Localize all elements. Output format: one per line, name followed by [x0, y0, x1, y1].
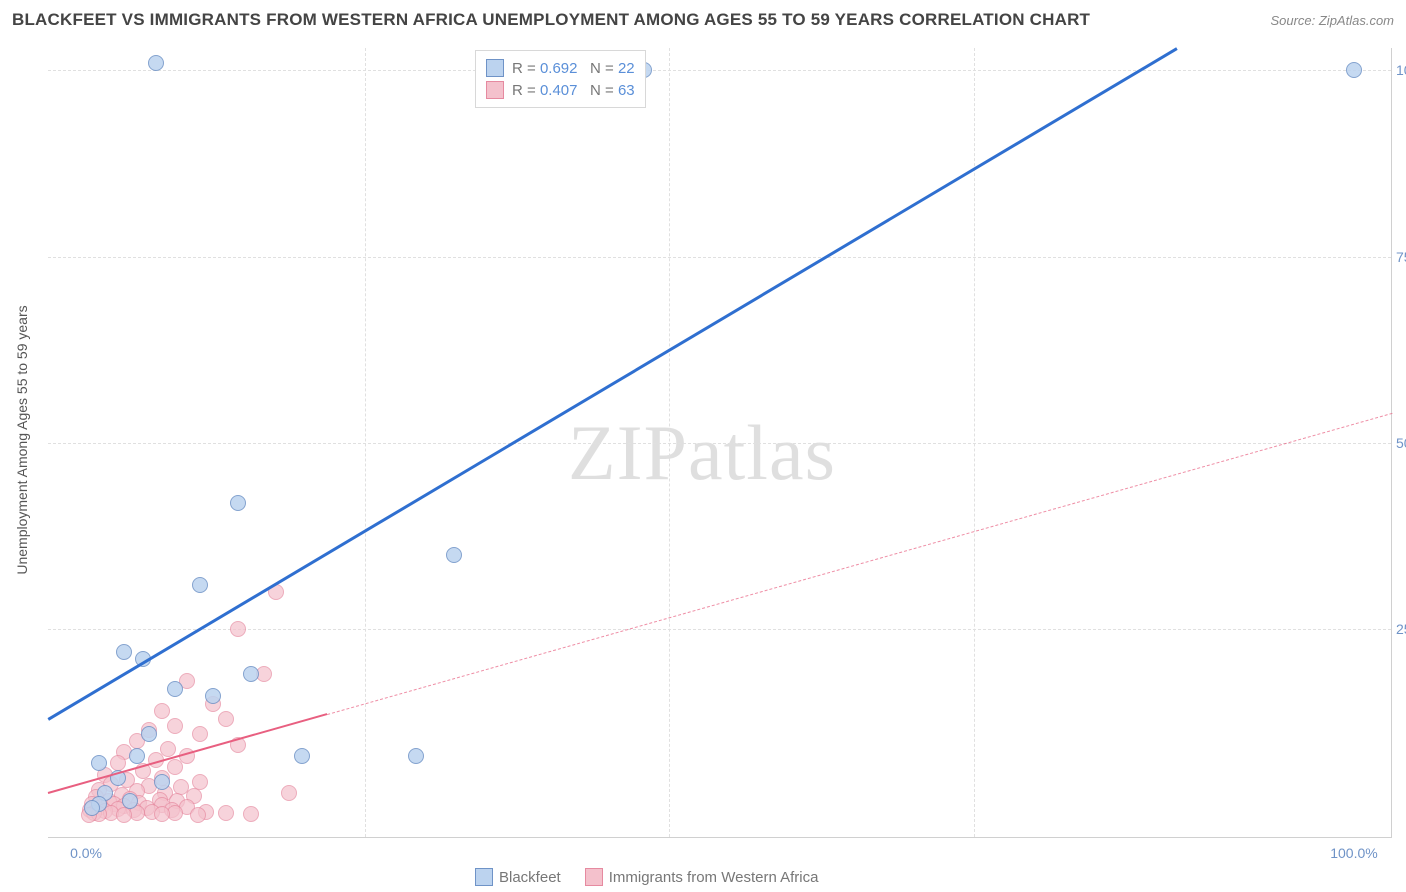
data-point-western-africa	[230, 621, 246, 637]
gridline-v	[365, 48, 366, 837]
data-point-blackfeet	[1346, 62, 1362, 78]
gridline-h	[48, 629, 1391, 630]
data-point-blackfeet	[122, 793, 138, 809]
trend-line	[48, 48, 1176, 719]
data-point-western-africa	[218, 805, 234, 821]
swatch-western_africa	[486, 81, 504, 99]
chart-title: BLACKFEET VS IMMIGRANTS FROM WESTERN AFR…	[12, 10, 1090, 30]
data-point-western-africa	[281, 785, 297, 801]
data-point-western-africa	[154, 703, 170, 719]
legend-swatch-western_africa	[585, 868, 603, 886]
corr-row-western_africa: R = 0.407 N = 63	[486, 79, 635, 101]
corr-text-western_africa: R = 0.407 N = 63	[512, 82, 635, 99]
data-point-blackfeet	[91, 755, 107, 771]
data-point-blackfeet	[154, 774, 170, 790]
legend-item-western_africa: Immigrants from Western Africa	[585, 868, 819, 886]
x-tick-label: 0.0%	[70, 845, 102, 861]
y-axis-label: Unemployment Among Ages 55 to 59 years	[14, 305, 30, 574]
data-point-blackfeet	[141, 726, 157, 742]
data-point-western-africa	[167, 718, 183, 734]
source-credit: Source: ZipAtlas.com	[1270, 13, 1394, 28]
data-point-blackfeet	[243, 666, 259, 682]
plot-area: ZIPatlas 25.0%50.0%75.0%100.0%0.0%100.0%	[48, 48, 1392, 838]
correlation-legend: R = 0.692 N = 22 R = 0.407 N = 63	[475, 50, 646, 108]
data-point-western-africa	[110, 755, 126, 771]
gridline-h	[48, 443, 1391, 444]
data-point-western-africa	[160, 741, 176, 757]
data-point-blackfeet	[148, 55, 164, 71]
data-point-blackfeet	[294, 748, 310, 764]
y-tick-label: 100.0%	[1396, 62, 1406, 78]
data-point-blackfeet	[129, 748, 145, 764]
title-bar: BLACKFEET VS IMMIGRANTS FROM WESTERN AFR…	[12, 10, 1394, 30]
data-point-western-africa	[167, 759, 183, 775]
legend-label-western_africa: Immigrants from Western Africa	[609, 869, 819, 886]
gridline-h	[48, 70, 1391, 71]
watermark-atlas: atlas	[688, 409, 836, 496]
legend-item-blackfeet: Blackfeet	[475, 868, 561, 886]
x-tick-label: 100.0%	[1330, 845, 1377, 861]
watermark: ZIPatlas	[568, 408, 836, 498]
y-tick-label: 75.0%	[1396, 249, 1406, 265]
trend-line	[48, 413, 1392, 793]
data-point-western-africa	[154, 806, 170, 822]
gridline-v	[669, 48, 670, 837]
swatch-blackfeet	[486, 59, 504, 77]
data-point-blackfeet	[408, 748, 424, 764]
legend-label-blackfeet: Blackfeet	[499, 869, 561, 886]
data-point-blackfeet	[192, 577, 208, 593]
y-tick-label: 50.0%	[1396, 435, 1406, 451]
data-point-blackfeet	[84, 800, 100, 816]
y-tick-label: 25.0%	[1396, 621, 1406, 637]
data-point-blackfeet	[446, 547, 462, 563]
data-point-western-africa	[190, 807, 206, 823]
corr-row-blackfeet: R = 0.692 N = 22	[486, 57, 635, 79]
data-point-western-africa	[192, 726, 208, 742]
legend-swatch-blackfeet	[475, 868, 493, 886]
data-point-blackfeet	[205, 688, 221, 704]
data-point-western-africa	[116, 807, 132, 823]
data-point-blackfeet	[230, 495, 246, 511]
data-point-blackfeet	[116, 644, 132, 660]
data-point-western-africa	[243, 806, 259, 822]
gridline-h	[48, 257, 1391, 258]
data-point-western-africa	[218, 711, 234, 727]
corr-text-blackfeet: R = 0.692 N = 22	[512, 60, 635, 77]
series-legend: Blackfeet Immigrants from Western Africa	[475, 868, 818, 886]
data-point-blackfeet	[167, 681, 183, 697]
